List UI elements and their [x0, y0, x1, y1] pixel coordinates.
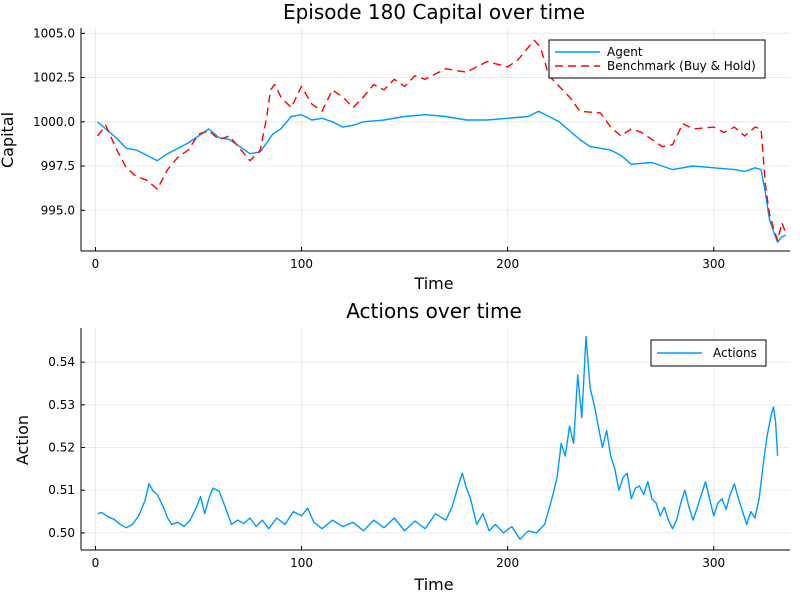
actions-series-layer: [97, 335, 779, 540]
capital-x-tick-label: 0: [92, 257, 100, 271]
actions-x-tick-label: 200: [496, 556, 519, 570]
capital-y-ticks: 995.0 997.5 1000.0 1002.5 1005.0: [33, 26, 85, 217]
actions-x-tick-label: 300: [702, 556, 725, 570]
capital-series-benchmark-buy-hold-line: [96, 39, 787, 242]
actions-x-tick-label: 0: [92, 556, 100, 570]
actions-y-tick-label: 0.53: [48, 398, 75, 412]
capital-legend-box: [548, 39, 766, 79]
actions-y-tick-label: 0.51: [48, 483, 75, 497]
actions-y-tick-label: 0.52: [48, 441, 75, 455]
actions-y-axis-label: Action: [13, 415, 32, 465]
capital-x-tick-label: 300: [702, 257, 725, 271]
actions-x-axis-label: Time: [413, 575, 453, 594]
actions-y-tick-label: 0.54: [48, 355, 75, 369]
capital-y-tick-label: 995.0: [41, 203, 75, 217]
legend-label-benchmark: Benchmark (Buy & Hold): [607, 59, 756, 73]
capital-x-tick-label: 100: [290, 257, 313, 271]
capital-plot-title: Episode 180 Capital over time: [283, 0, 585, 24]
actions-x-ticks: 0 100 200 300: [92, 546, 725, 570]
capital-legend: Agent Benchmark (Buy & Hold): [548, 39, 766, 79]
capital-y-axis-label: Capital: [0, 112, 17, 168]
actions-y-tick-label: 0.50: [48, 526, 75, 540]
capital-series-layer: [96, 39, 787, 243]
actions-plot: Actions over time 0 100 200 300 0.500.510.5…: [13, 299, 790, 594]
legend-label-agent: Agent: [607, 45, 643, 59]
legend-label-actions: Actions: [713, 346, 757, 360]
actions-legend: Actions: [650, 339, 767, 367]
capital-y-tick-label: 1005.0: [33, 26, 75, 40]
capital-plot: Episode 180 Capital over time 0 100 200 300…: [0, 0, 790, 293]
capital-y-tick-label: 1000.0: [33, 115, 75, 129]
capital-y-tick-label: 997.5: [41, 159, 75, 173]
actions-plot-title: Actions over time: [346, 299, 522, 323]
actions-y-ticks: 0.50 0.51 0.52 0.53 0.54: [48, 355, 85, 540]
actions-x-tick-label: 100: [290, 556, 313, 570]
actions-series-actions-line: [97, 335, 779, 540]
capital-x-tick-label: 200: [496, 257, 519, 271]
capital-x-axis-label: Time: [413, 274, 453, 293]
capital-x-ticks: 0 100 200 300: [92, 247, 725, 271]
capital-y-tick-label: 1002.5: [33, 71, 75, 85]
